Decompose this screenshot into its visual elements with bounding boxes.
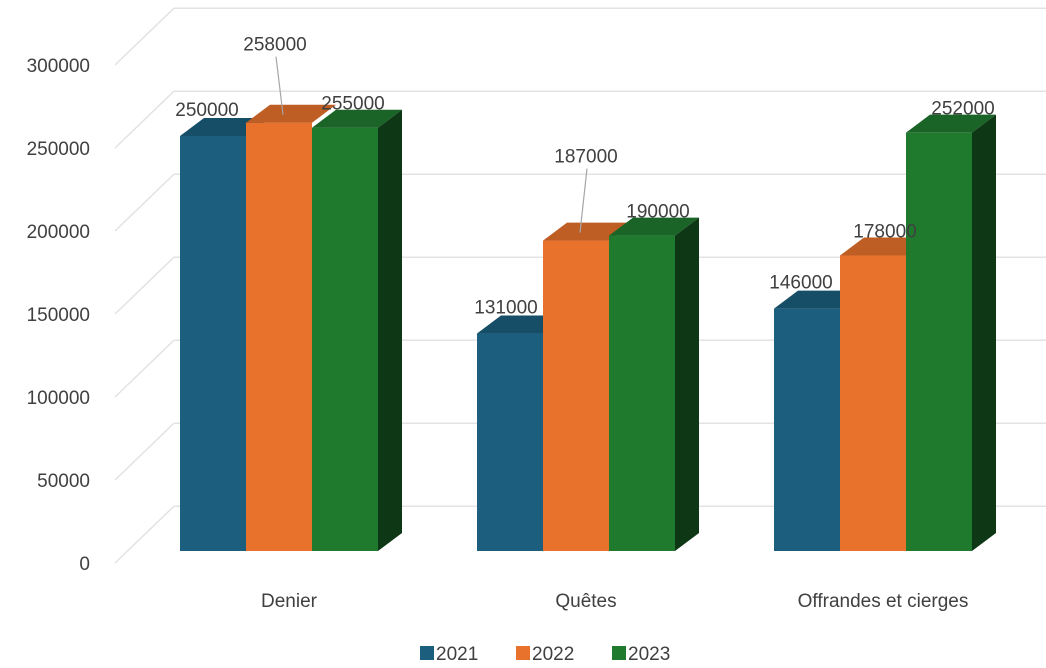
y-tick-label: 200000 bbox=[27, 222, 90, 243]
y-axis-ticks: 0 50000 100000 150000 200000 250000 300000 bbox=[27, 56, 90, 575]
data-labels: 250000 258000 255000 131000 187000 190000 1460… bbox=[175, 35, 994, 319]
bar-2023-2 bbox=[906, 114, 996, 552]
data-label: 187000 bbox=[554, 147, 617, 168]
data-label: 250000 bbox=[175, 100, 238, 121]
bar-top bbox=[312, 109, 402, 128]
bar-top bbox=[609, 217, 699, 236]
gridline-diagonal bbox=[114, 339, 175, 398]
data-label: 190000 bbox=[626, 202, 689, 223]
legend-label: 2021 bbox=[436, 644, 478, 665]
x-axis-categories: Denier Quêtes Offrandes et cierges bbox=[261, 591, 968, 612]
bar-front bbox=[312, 127, 378, 551]
bar-side bbox=[378, 109, 402, 551]
bar-front bbox=[246, 122, 312, 551]
legend-label: 2022 bbox=[532, 644, 574, 665]
bar-side bbox=[675, 217, 699, 551]
x-category-label: Denier bbox=[261, 591, 318, 612]
legend-swatch bbox=[420, 646, 434, 660]
bar-2021-2 bbox=[774, 290, 864, 551]
y-tick-label: 0 bbox=[79, 554, 90, 575]
y-tick-label: 50000 bbox=[37, 471, 90, 492]
gridline-diagonal bbox=[114, 90, 175, 149]
gridline-diagonal bbox=[114, 505, 175, 564]
bar-front bbox=[906, 132, 972, 551]
bar-front bbox=[180, 136, 246, 551]
legend-swatch bbox=[516, 646, 530, 660]
leader-line bbox=[275, 56, 284, 115]
bar-2023-1 bbox=[609, 217, 699, 551]
legend-swatch bbox=[612, 646, 626, 660]
data-label: 178000 bbox=[853, 222, 916, 243]
data-label: 252000 bbox=[931, 99, 994, 120]
y-tick-label: 150000 bbox=[27, 305, 90, 326]
x-category-label: Offrandes et cierges bbox=[798, 591, 969, 612]
y-tick-label: 100000 bbox=[27, 388, 90, 409]
bar-front bbox=[840, 255, 906, 551]
leader-lines bbox=[275, 56, 588, 233]
legend: 2021 2022 2023 bbox=[420, 644, 670, 665]
bar-front bbox=[774, 308, 840, 551]
bar-front bbox=[477, 333, 543, 551]
bars bbox=[180, 104, 996, 552]
gridline-diagonal bbox=[114, 422, 175, 481]
legend-label: 2023 bbox=[628, 644, 670, 665]
bar-2022-1 bbox=[543, 222, 633, 551]
data-label: 131000 bbox=[474, 298, 537, 319]
bar-front bbox=[609, 235, 675, 551]
bar-2022-0 bbox=[246, 104, 336, 551]
gridline-diagonal bbox=[114, 256, 175, 315]
bar-2021-0 bbox=[180, 118, 270, 551]
y-tick-label: 250000 bbox=[27, 139, 90, 160]
y-tick-label: 300000 bbox=[27, 56, 90, 77]
bar-front bbox=[543, 240, 609, 551]
gridline-diagonal bbox=[114, 173, 175, 232]
bar-top bbox=[246, 104, 336, 123]
data-label: 146000 bbox=[769, 273, 832, 294]
bar-top bbox=[906, 114, 996, 133]
data-label: 255000 bbox=[321, 94, 384, 115]
bar-2023-0 bbox=[312, 109, 402, 551]
data-label: 258000 bbox=[243, 35, 306, 56]
gridline-diagonal bbox=[114, 7, 175, 66]
leader-line bbox=[579, 168, 588, 233]
x-category-label: Quêtes bbox=[555, 591, 616, 612]
bar-side bbox=[972, 114, 996, 552]
